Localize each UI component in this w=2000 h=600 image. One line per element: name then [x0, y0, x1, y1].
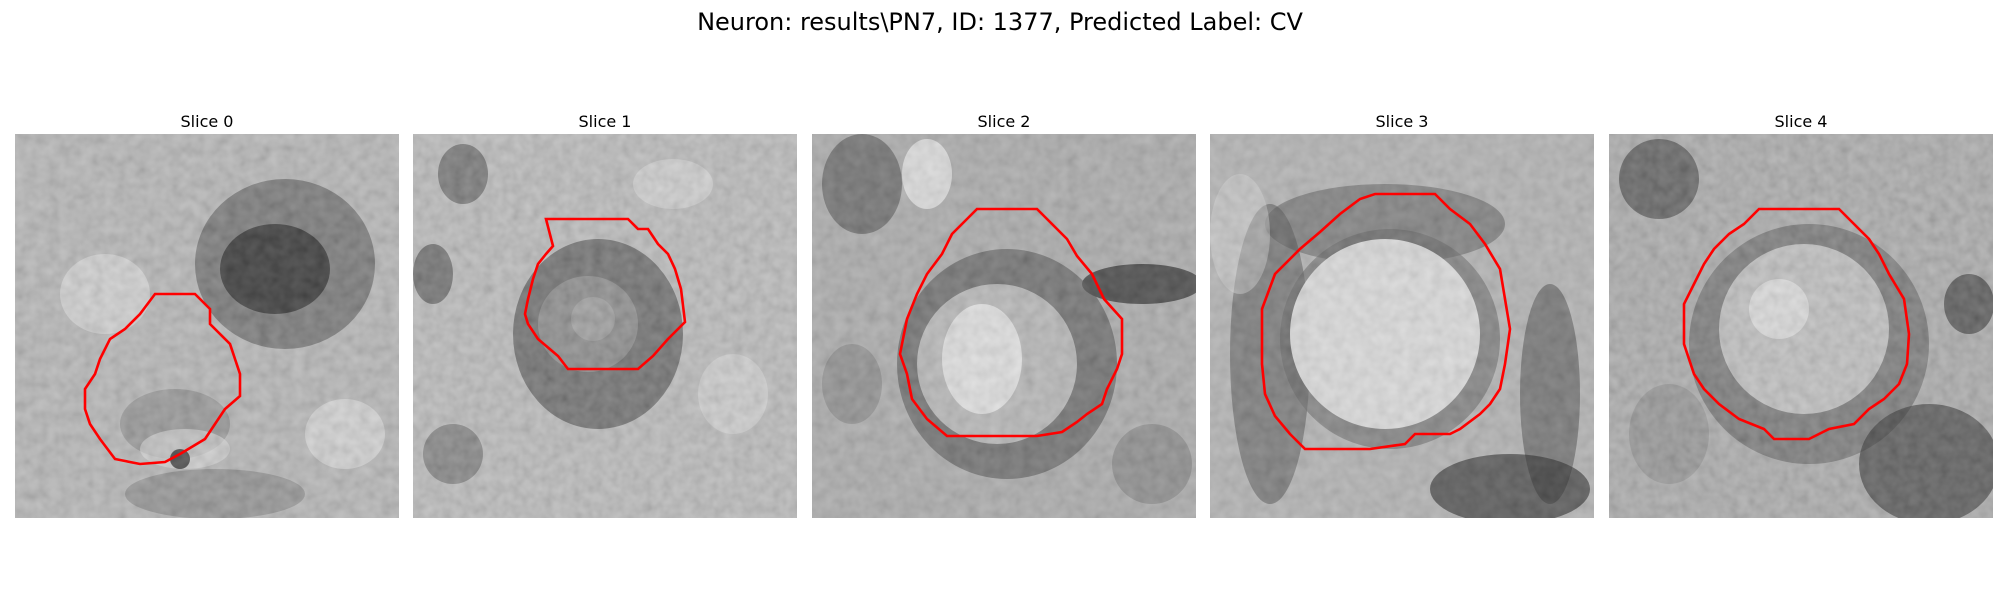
contour-1 [523, 217, 687, 371]
slice-image-2 [812, 134, 1196, 518]
contour-4 [1682, 207, 1911, 441]
figure-title: Neuron: results\PN7, ID: 1377, Predicted… [697, 8, 1303, 36]
slice-image-0 [15, 134, 399, 518]
slice-panel-3: Slice 3 [1210, 110, 1594, 518]
slice-title-2: Slice 2 [977, 112, 1031, 131]
slice-title-4: Slice 4 [1774, 112, 1828, 131]
slice-panel-2: Slice 2 [812, 110, 1196, 518]
contour-3 [1260, 192, 1512, 451]
contour-0 [83, 292, 242, 466]
slice-title-1: Slice 1 [578, 112, 632, 131]
slice-image-3 [1210, 134, 1594, 518]
slice-title-3: Slice 3 [1375, 112, 1429, 131]
contour-2 [898, 207, 1124, 438]
slice-panel-0: Slice 0 [15, 110, 399, 518]
slice-title-0: Slice 0 [180, 112, 234, 131]
slice-image-1 [413, 134, 797, 518]
slice-image-4 [1609, 134, 1993, 518]
slice-panel-4: Slice 4 [1609, 110, 1993, 518]
slice-panel-1: Slice 1 [413, 110, 797, 518]
